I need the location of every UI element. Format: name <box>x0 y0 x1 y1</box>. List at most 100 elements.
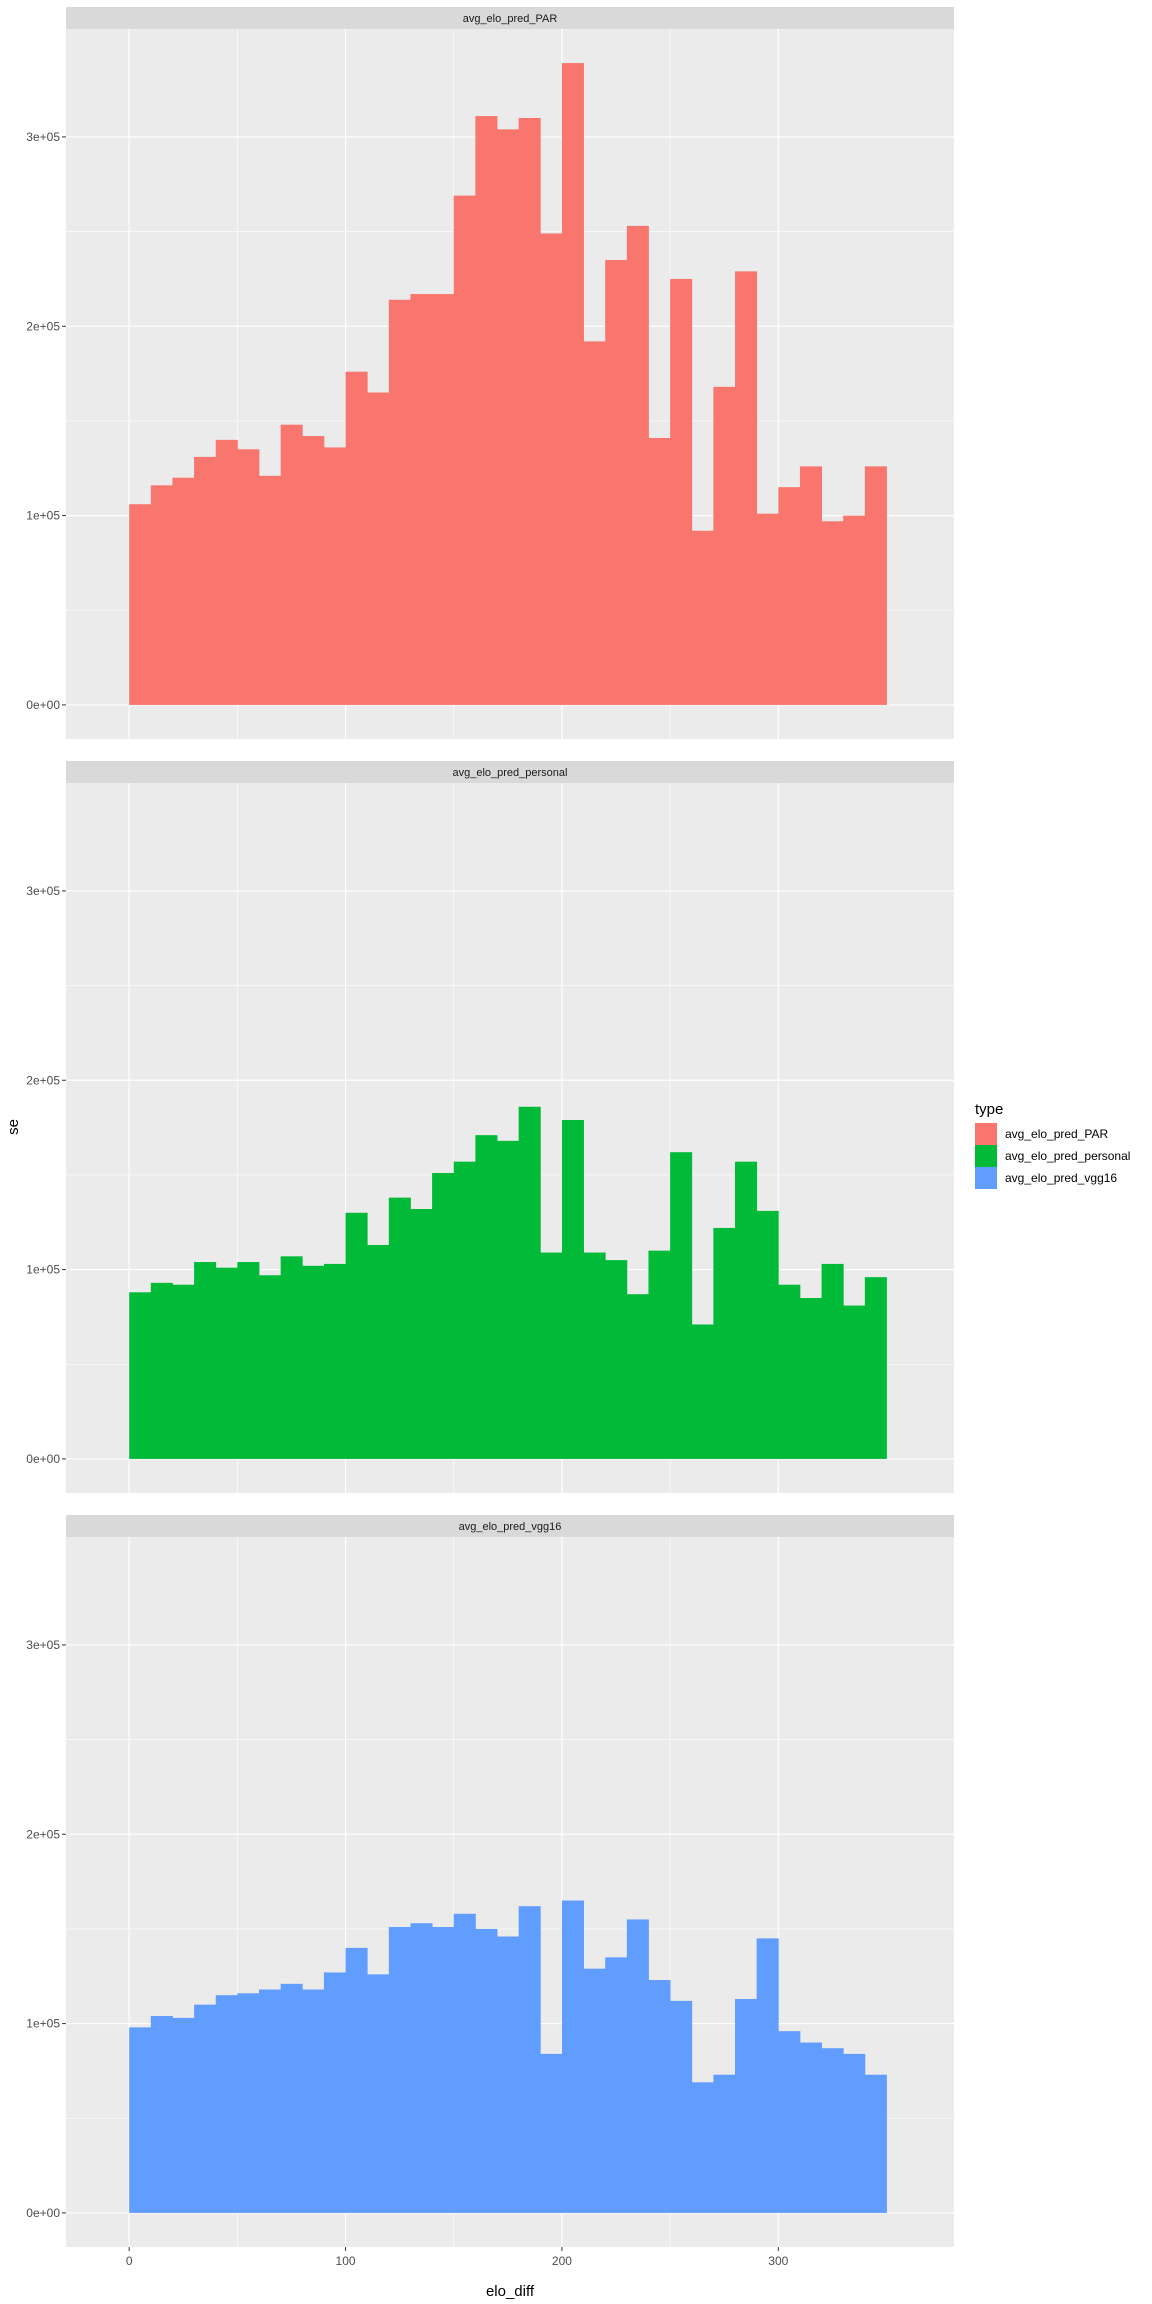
y-tick-label: 0e+00 <box>26 698 60 712</box>
histogram-bar <box>864 1277 887 1459</box>
histogram-bar <box>194 2004 217 2213</box>
histogram-bar <box>756 1210 779 1459</box>
histogram-bar <box>129 1292 152 1459</box>
histogram-bar <box>172 477 195 705</box>
histogram-bar <box>821 1263 844 1459</box>
histogram-bar <box>864 2074 887 2213</box>
histogram-bar <box>410 1209 433 1459</box>
facet-strip <box>66 1515 954 1537</box>
histogram-bar <box>129 2027 152 2213</box>
histogram-bar <box>605 1260 628 1459</box>
histogram-bar <box>648 1980 671 2213</box>
x-tick-label: 0 <box>126 2254 133 2268</box>
histogram-bar <box>735 1998 758 2213</box>
facet-panel: avg_elo_pred_personal 0e+00 1e+05 2e+05 3e+0… <box>26 761 954 1493</box>
histogram-bar <box>345 1947 368 2213</box>
histogram-bar <box>323 1263 346 1459</box>
histogram-bar <box>799 1297 822 1459</box>
histogram-bar <box>215 1267 238 1459</box>
histogram-bar <box>497 1140 520 1459</box>
histogram-bar <box>583 1252 606 1459</box>
histogram-bar <box>540 2053 563 2213</box>
y-tick-label: 0e+00 <box>26 2206 60 2220</box>
histogram-bar <box>843 1305 866 1459</box>
legend-key <box>975 1145 997 1167</box>
histogram-bar <box>843 2053 866 2213</box>
facet-strip-label: avg_elo_pred_personal <box>453 767 568 779</box>
histogram-bar <box>691 1324 714 1459</box>
histogram-bar <box>280 424 303 705</box>
histogram-bar <box>150 1282 173 1459</box>
histogram-bar <box>497 1936 520 2213</box>
histogram-bar <box>172 1284 195 1459</box>
facet-strip <box>66 7 954 29</box>
histogram-bar <box>475 116 498 705</box>
histogram-bar <box>194 456 217 705</box>
histogram-bar <box>626 1294 649 1459</box>
y-tick-label: 0e+00 <box>26 1452 60 1466</box>
histogram-bar <box>648 437 671 705</box>
histogram-bar <box>561 1120 584 1459</box>
facet-panel: avg_elo_pred_vgg16 0e+00 1e+05 2e+05 3e+05 <box>26 1515 954 2247</box>
facet-strip <box>66 761 954 783</box>
legend-title: type <box>975 1101 1003 1118</box>
histogram-bar <box>799 2042 822 2213</box>
histogram-bar <box>670 1152 693 1459</box>
histogram-bar <box>735 271 758 705</box>
histogram-bar <box>259 475 282 705</box>
histogram-bar <box>648 1250 671 1459</box>
histogram-bar <box>453 195 476 705</box>
y-tick-label: 1e+05 <box>26 1263 60 1277</box>
x-tick-label: 100 <box>336 2254 356 2268</box>
histogram-bar <box>475 1135 498 1459</box>
legend-key <box>975 1167 997 1189</box>
histogram-bar <box>864 466 887 705</box>
histogram-bar <box>518 1106 541 1459</box>
histogram-bar <box>215 1995 238 2213</box>
histogram-bar <box>150 485 173 705</box>
histogram-bar <box>129 504 152 705</box>
x-tick-label: 300 <box>768 2254 788 2268</box>
y-tick-label: 3e+05 <box>26 1638 60 1652</box>
histogram-bar <box>778 487 801 705</box>
x-axis: 0 100 200 300 <box>126 2247 789 2268</box>
histogram-bar <box>323 1972 346 2213</box>
histogram-bar <box>388 1927 411 2213</box>
histogram-bar <box>237 1993 260 2213</box>
histogram-bar <box>453 1913 476 2213</box>
histogram-bar <box>691 2082 714 2213</box>
histogram-bar <box>778 1284 801 1459</box>
histogram-bar <box>410 1923 433 2213</box>
histogram-bar <box>215 439 238 705</box>
histogram-bar <box>518 117 541 705</box>
histogram-bar <box>605 1957 628 2213</box>
histogram-bar <box>821 521 844 705</box>
facet-strip-label: avg_elo_pred_vgg16 <box>459 1521 562 1533</box>
histogram-bar <box>756 513 779 705</box>
histogram-bar <box>540 1252 563 1459</box>
histogram-bar <box>713 386 736 705</box>
histogram-bar <box>172 2017 195 2213</box>
histogram-bar <box>735 1161 758 1459</box>
histogram-bar <box>583 341 606 705</box>
facet-panel: avg_elo_pred_PAR 0e+00 1e+05 2e+05 3e+05 <box>26 7 954 739</box>
histogram-bar <box>540 233 563 705</box>
histogram-bar <box>237 1262 260 1459</box>
histogram-bar <box>194 1262 217 1459</box>
histogram-bar <box>691 530 714 705</box>
y-axis-title: se <box>5 1119 22 1135</box>
histogram-bar <box>670 2000 693 2213</box>
histogram-bar <box>843 515 866 705</box>
histogram-bar <box>713 2074 736 2213</box>
histogram-bar <box>432 1173 455 1459</box>
histogram-bar <box>497 129 520 705</box>
y-tick-label: 3e+05 <box>26 884 60 898</box>
histogram-bar <box>583 1968 606 2213</box>
histogram-bar <box>626 1919 649 2213</box>
histogram-bar <box>518 1906 541 2213</box>
histogram-bar <box>280 1983 303 2213</box>
histogram-bar <box>388 1197 411 1459</box>
histogram-bar <box>367 1974 390 2213</box>
y-tick-label: 2e+05 <box>26 1827 60 1841</box>
